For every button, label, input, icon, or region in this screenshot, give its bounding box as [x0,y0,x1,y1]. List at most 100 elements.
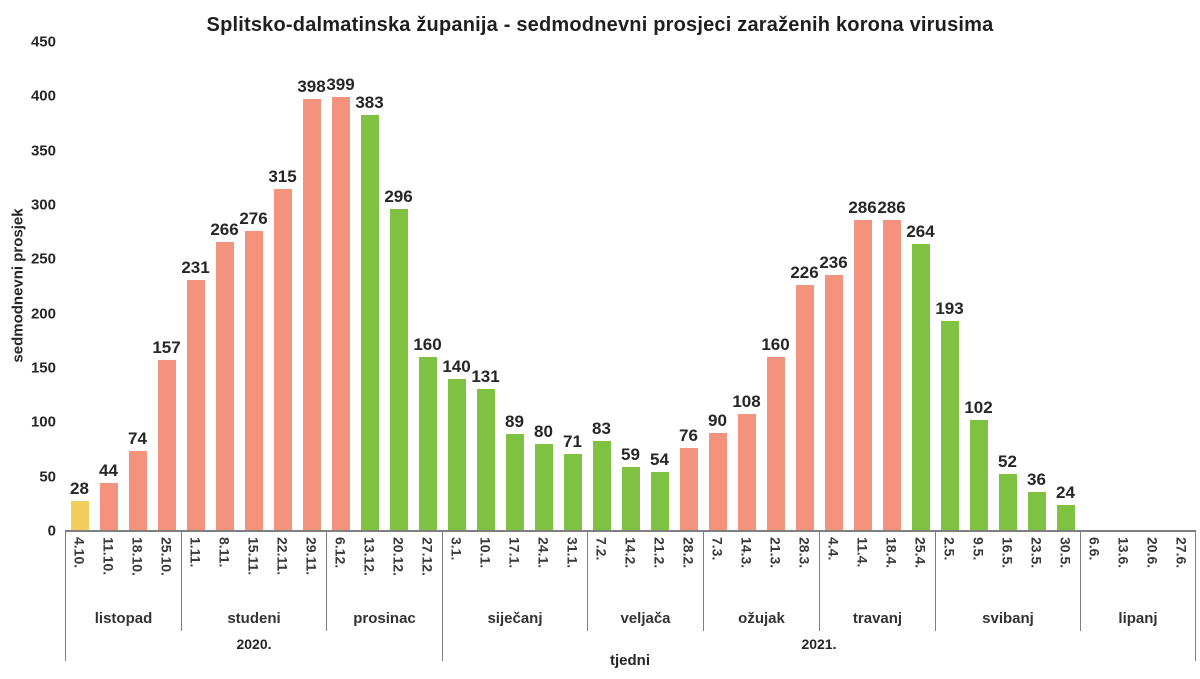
bar-value-label: 266 [210,220,239,239]
bar [940,321,959,531]
bar [824,275,843,531]
week-date-label: 7.3. [709,537,726,561]
bar-value-label: 102 [964,398,993,417]
week-date-label: 21.3. [767,537,784,569]
month-label: prosinac [353,610,416,627]
bar [737,414,756,531]
bar-value-label: 89 [505,412,524,431]
bar [1027,492,1046,531]
week-date-label: 14.3. [738,537,755,569]
bar [1056,505,1075,531]
bar-value-label: 108 [732,392,761,411]
bar-value-label: 160 [413,335,442,354]
month-label: travanj [852,610,903,627]
bar-value-label: 315 [268,167,297,186]
y-axis-tick-label: 150 [30,359,56,377]
week-date-label: 21.2. [651,537,668,569]
bar-value-label: 54 [650,450,669,469]
week-date-label: 16.5. [999,537,1016,569]
month-label: listopad [94,610,153,627]
bar-value-label: 226 [790,263,819,282]
month-group-box: svibanj [935,531,1080,631]
bar-value-label: 399 [326,75,355,94]
y-axis-tick-label: 50 [39,468,56,486]
month-group-box: lipanj [1080,531,1196,631]
week-date-label: 24.1. [535,537,552,569]
bar [592,441,611,531]
week-date-label: 28.3. [796,537,813,569]
bar [273,189,292,531]
bar [679,448,698,531]
bar [360,115,379,531]
bar-value-label: 52 [998,452,1017,471]
month-group-box: prosinac [326,531,442,631]
month-label: siječanj [487,610,543,627]
week-date-label: 11.4. [854,537,871,568]
month-group-box: veljača [587,531,703,631]
bar [563,454,582,531]
bar-value-label: 157 [152,338,181,357]
week-date-label: 18.4. [883,537,900,569]
bar-value-label: 264 [906,222,935,241]
week-date-label: 29.11. [303,537,320,576]
bar [708,433,727,531]
bar-value-label: 36 [1027,470,1046,489]
bar [505,434,524,531]
y-axis-tick-label: 450 [30,33,56,51]
bar-value-label: 231 [181,258,210,277]
bar-value-label: 71 [563,432,582,451]
week-date-label: 20.12. [390,537,407,576]
bar-value-label: 193 [935,299,964,318]
bar [447,379,466,531]
bar [215,242,234,531]
year-label: 2020. [236,636,272,652]
bar [157,360,176,531]
y-axis-tick-label: 250 [30,250,56,268]
week-date-label: 25.4. [912,537,929,569]
bar [650,472,669,531]
bar-value-label: 74 [128,429,147,448]
week-date-label: 27.6. [1173,537,1190,569]
chart-title: Splitsko-dalmatinska županija - sedmodne… [206,14,994,36]
bar-value-label: 90 [708,411,727,430]
bar [186,280,205,531]
bar [853,220,872,531]
month-label: veljača [620,610,671,627]
week-date-label: 27.12. [419,537,436,576]
bar-value-label: 383 [355,93,384,112]
y-axis-tick-label: 0 [47,522,56,540]
bar [534,444,553,531]
month-group-box: siječanj [442,531,587,631]
week-date-label: 2.5. [941,537,958,561]
week-date-label: 11.10. [100,537,117,576]
bar-value-label: 286 [848,198,877,217]
month-group-box: ožujak [703,531,819,631]
bar-value-label: 44 [99,461,118,480]
bar [911,244,930,531]
week-date-label: 25.10. [158,537,175,576]
y-axis-tick-label: 300 [30,196,56,214]
month-label: studeni [227,610,281,627]
week-date-label: 6.12. [332,537,349,569]
bar-value-label: 59 [621,445,640,464]
week-date-label: 17.1. [506,537,523,569]
week-date-label: 14.2. [622,537,639,569]
bar [882,220,901,531]
bar-value-label: 83 [592,419,611,438]
bar-value-label: 398 [297,77,326,96]
bar [418,357,437,531]
bar [99,483,118,531]
week-date-label: 6.6. [1086,537,1103,561]
week-date-label: 10.1. [477,537,494,569]
bar-value-label: 131 [471,367,500,386]
bar [476,389,495,531]
y-axis-tick-label: 100 [30,413,56,431]
month-group-box: studeni [181,531,326,631]
bar [389,209,408,531]
month-group-box: listopad [65,531,181,631]
bar-value-label: 80 [534,422,553,441]
week-date-label: 9.5. [970,537,987,561]
week-date-label: 23.5. [1028,537,1045,569]
bar-value-label: 296 [384,187,413,206]
